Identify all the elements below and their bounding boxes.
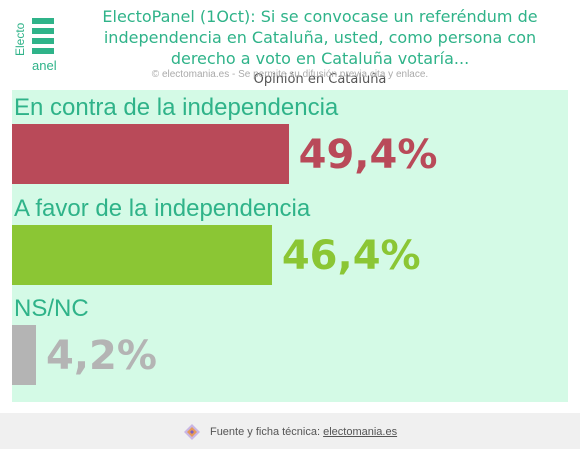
bar-en-contra-de-la-independencia xyxy=(12,124,289,184)
chart-subtitle: Opinión en Cataluña xyxy=(253,72,387,87)
chart-header: ElectoPanel (1Oct): Si se convocase un r… xyxy=(70,6,570,87)
value-label-en-contra-de-la-independencia: 49,4% xyxy=(298,132,438,178)
bar-a-favor-de-la-independencia xyxy=(12,225,272,285)
logo-text-top: Electo xyxy=(13,22,27,56)
category-label-en-contra-de-la-independencia: En contra de la independencia xyxy=(14,94,339,121)
footer-text: Fuente y ficha técnica: xyxy=(209,425,321,438)
copyright-notice: © electomania.es - Se permite su difusió… xyxy=(151,69,429,80)
footer: Fuente y ficha técnica: electomania.es xyxy=(0,413,580,449)
category-label-a-favor-de-la-independencia: A favor de la independencia xyxy=(14,195,311,222)
value-label-ns-nc: 4,2% xyxy=(46,333,157,379)
value-label-a-favor-de-la-independencia: 46,4% xyxy=(281,233,421,279)
chart-title: ElectoPanel (1Oct): Si se convocase un r… xyxy=(102,7,538,68)
category-label-ns-nc: NS/NC xyxy=(14,295,89,322)
footer-link[interactable]: electomania.es xyxy=(323,425,398,438)
logo-text-bottom: anel xyxy=(32,58,57,73)
chart-panel: En contra de la independencia 49,4% A favo… xyxy=(12,90,568,402)
bar-ns-nc xyxy=(12,325,36,385)
electopanel-logo: Electo anel xyxy=(13,18,57,73)
electomania-icon xyxy=(183,424,200,440)
